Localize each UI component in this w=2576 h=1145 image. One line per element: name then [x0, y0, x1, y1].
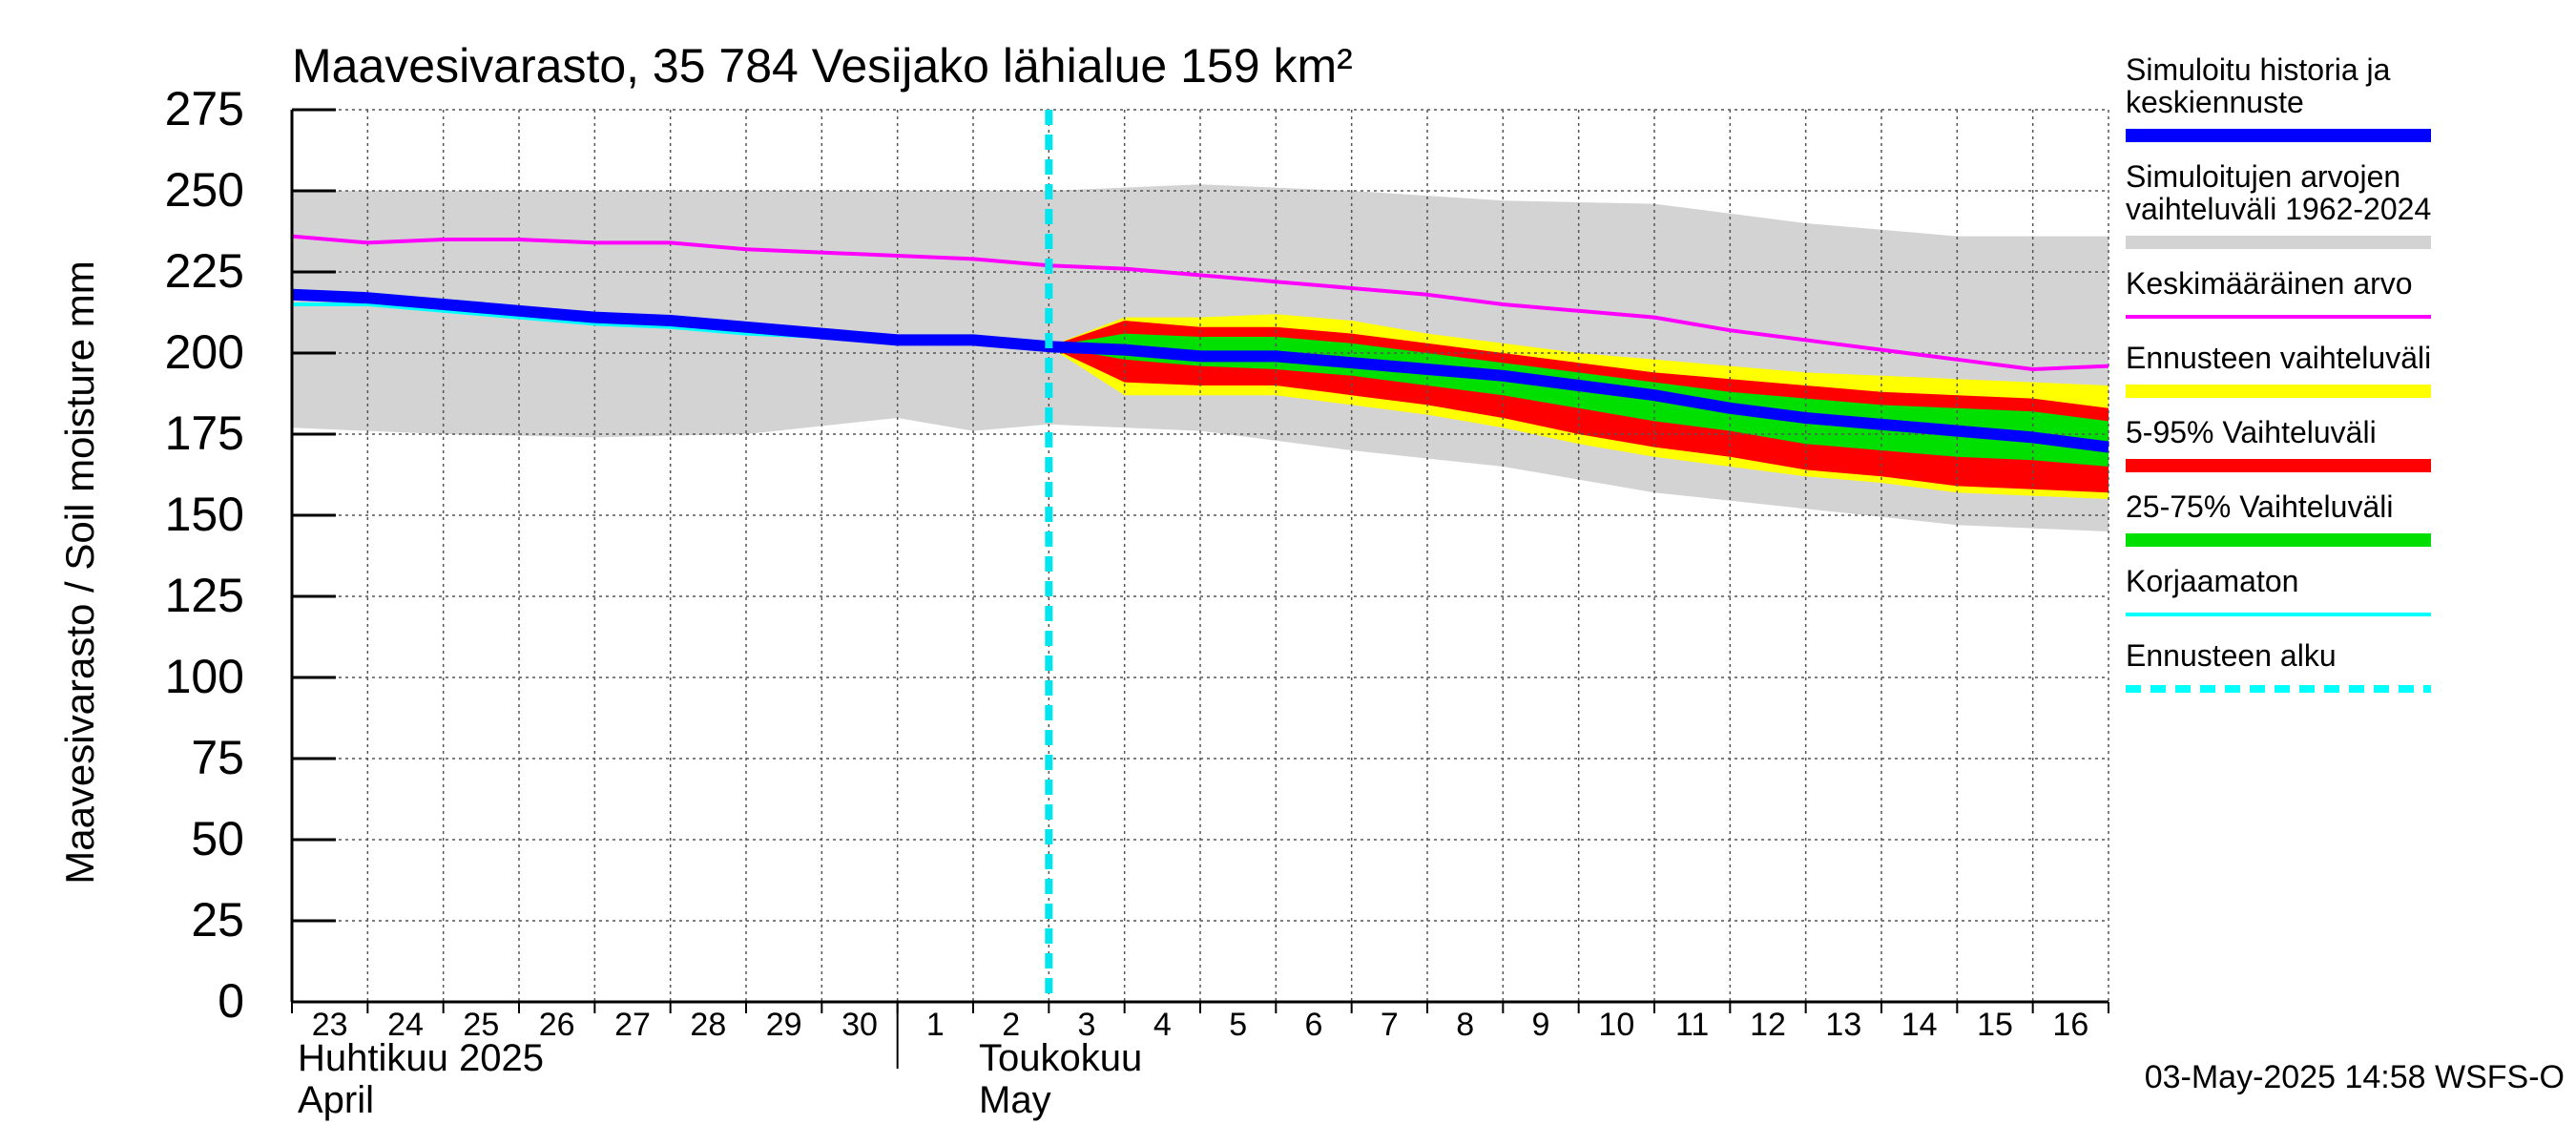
legend: Simuloitu historia jakeskiennusteSimuloi…	[2126, 52, 2431, 693]
y-tick-label-50: 50	[191, 812, 244, 865]
x-tick-label-8: 8	[1456, 1007, 1474, 1043]
x-tick-label-12: 12	[1750, 1007, 1786, 1043]
legend-label-1-2: keskiennuste	[2126, 85, 2304, 119]
legend-entry-8: Ennusteen alku	[2126, 638, 2431, 693]
legend-entry-7: Korjaamaton	[2126, 564, 2431, 616]
legend-label-7-1: Korjaamaton	[2126, 564, 2298, 598]
legend-label-2-2: vaihteluväli 1962-2024	[2126, 192, 2431, 226]
legend-entry-5: 5-95% Vaihteluväli	[2126, 415, 2431, 472]
legend-entry-6: 25-75% Vaihteluväli	[2126, 489, 2431, 547]
x-tick-label-15: 15	[1977, 1007, 2013, 1043]
y-tick-label-75: 75	[191, 731, 244, 784]
x-tick-label-29: 29	[766, 1007, 802, 1043]
chart-title: Maavesivarasto, 35 784 Vesijako lähialue…	[292, 39, 1353, 93]
legend-label-4-1: Ennusteen vaihteluväli	[2126, 341, 2431, 375]
x-tick-label-10: 10	[1598, 1007, 1634, 1043]
x-tick-label-14: 14	[1901, 1007, 1938, 1043]
y-tick-label-250: 250	[165, 163, 244, 217]
x-tick-label-13: 13	[1825, 1007, 1861, 1043]
x-tick-label-16: 16	[2052, 1007, 2088, 1043]
month-label-en-may: May	[979, 1079, 1051, 1121]
y-tick-label-175: 175	[165, 406, 244, 460]
x-tick-label-7: 7	[1381, 1007, 1399, 1043]
legend-label-5-1: 5-95% Vaihteluväli	[2126, 415, 2377, 449]
month-label-en-april: April	[298, 1079, 374, 1121]
y-tick-label-150: 150	[165, 488, 244, 541]
legend-label-6-1: 25-75% Vaihteluväli	[2126, 489, 2393, 524]
y-tick-label-200: 200	[165, 325, 244, 379]
y-tick-label-125: 125	[165, 569, 244, 622]
legend-entry-4: Ennusteen vaihteluväli	[2126, 341, 2431, 398]
y-tick-label-225: 225	[165, 244, 244, 298]
month-label-fi-may: Toukokuu	[979, 1037, 1142, 1079]
band-25-75-vaihteluv-li	[1049, 333, 2109, 467]
x-tick-label-4: 4	[1153, 1007, 1172, 1043]
x-tick-label-25: 25	[463, 1007, 499, 1043]
x-tick-label-27: 27	[614, 1007, 651, 1043]
footer-timestamp: 03-May-2025 14:58 WSFS-O	[2145, 1059, 2565, 1095]
x-tick-label-26: 26	[539, 1007, 575, 1043]
x-tick-label-5: 5	[1229, 1007, 1247, 1043]
y-axis-label: Maavesivarasto / Soil moisture mm	[57, 260, 102, 885]
legend-label-8-1: Ennusteen alku	[2126, 638, 2337, 673]
lines-layer	[291, 110, 2109, 1002]
x-tick-label-2: 2	[1002, 1007, 1020, 1043]
y-tick-label-0: 0	[218, 974, 244, 1028]
x-tick-label-24: 24	[387, 1007, 424, 1043]
legend-label-2-1: Simuloitujen arvojen	[2126, 159, 2400, 194]
x-tick-label-1: 1	[926, 1007, 945, 1043]
y-tick-label-25: 25	[191, 893, 244, 947]
x-tick-label-6: 6	[1305, 1007, 1323, 1043]
y-tick-label-100: 100	[165, 650, 244, 703]
line-simuloitu-historia-ja-keskiennuste	[291, 288, 2109, 453]
x-tick-label-30: 30	[841, 1007, 878, 1043]
line-keskim-r-inen-arvo	[291, 234, 2109, 371]
y-tick-label-275: 275	[165, 82, 244, 135]
x-tick-label-3: 3	[1078, 1007, 1096, 1043]
x-tick-label-11: 11	[1675, 1007, 1709, 1043]
x-tick-label-28: 28	[690, 1007, 726, 1043]
legend-label-3-1: Keskimääräinen arvo	[2126, 266, 2413, 301]
x-tick-label-23: 23	[312, 1007, 348, 1043]
legend-entry-3: Keskimääräinen arvo	[2126, 266, 2431, 319]
month-label-fi-april: Huhtikuu 2025	[298, 1037, 544, 1079]
x-tick-label-9: 9	[1532, 1007, 1550, 1043]
legend-label-1-1: Simuloitu historia ja	[2126, 52, 2391, 87]
